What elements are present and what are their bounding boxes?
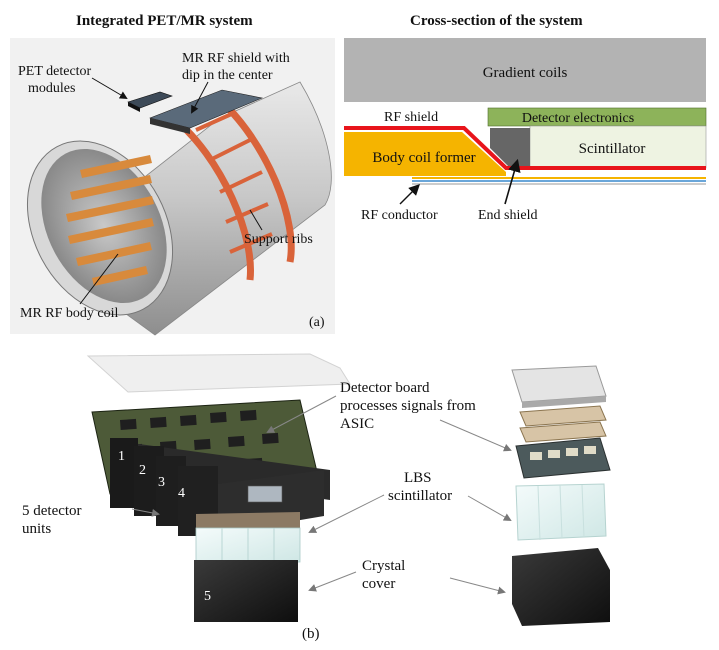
scintillator-label: Scintillator bbox=[579, 141, 646, 157]
exploded-cooling-plate bbox=[511, 365, 607, 403]
arrow-rf-shield bbox=[191, 81, 209, 114]
exploded-board-cells bbox=[530, 446, 596, 460]
label-lbs-1: LBS bbox=[404, 470, 432, 486]
body-coil-former-block bbox=[344, 132, 506, 176]
arrow-end-shield bbox=[504, 158, 521, 205]
unit-number-4: 4 bbox=[178, 486, 185, 501]
body-coil-rungs bbox=[66, 155, 154, 286]
panel-b-tag: (b) bbox=[302, 626, 320, 642]
gradient-coils-block bbox=[344, 38, 706, 102]
cross-section-diagram: Gradient coils Detector electronics Scin… bbox=[344, 38, 707, 223]
arrow-units bbox=[131, 508, 160, 517]
crystal-dividers bbox=[221, 528, 275, 562]
arrow-crystal-left bbox=[308, 571, 357, 592]
panel-a-tag: (a) bbox=[309, 315, 325, 330]
rf-shield-ring bbox=[175, 99, 295, 281]
crystal-interface bbox=[196, 512, 300, 530]
unit-number-3: 3 bbox=[158, 475, 165, 490]
label-units-1: 5 detector bbox=[22, 503, 82, 519]
gradient-coils-label: Gradient coils bbox=[483, 65, 568, 81]
rf-shield-label: RF shield bbox=[384, 110, 438, 125]
label-rf-shield-2: dip in the center bbox=[182, 68, 273, 83]
body-coil-former-label: Body coil former bbox=[372, 150, 475, 166]
label-crystal-2: cover bbox=[362, 576, 395, 592]
unit-block-1 bbox=[110, 438, 138, 508]
end-shield-block bbox=[490, 128, 530, 168]
label-pet-modules-2: modules bbox=[28, 81, 75, 96]
label-pet-modules-1: PET detector bbox=[18, 64, 92, 79]
arrow-detector-board-left bbox=[266, 395, 337, 433]
label-crystal-1: Crystal bbox=[362, 558, 405, 574]
cylinder-bore bbox=[41, 148, 167, 304]
unit-number-1: 1 bbox=[118, 449, 125, 464]
scintillator-block bbox=[529, 125, 707, 169]
label-support-ribs: Support ribs bbox=[244, 232, 313, 247]
exploded-frame bbox=[519, 405, 607, 427]
exploded-crystal-cover bbox=[512, 548, 610, 626]
board-connector bbox=[247, 485, 283, 503]
label-units-2: units bbox=[22, 521, 51, 537]
exploded-crystal-dividers bbox=[537, 484, 585, 541]
rf-shield-line bbox=[344, 126, 706, 170]
arrow-rf-conductor bbox=[399, 184, 420, 205]
panel-a-title-right: Cross-section of the system bbox=[410, 13, 583, 29]
arrow-lbs-right bbox=[467, 495, 512, 521]
label-body-coil: MR RF body coil bbox=[20, 306, 119, 321]
arrow-detector-board-right bbox=[439, 419, 512, 452]
crystal-cover bbox=[194, 560, 298, 622]
arrow-support-ribs bbox=[249, 209, 263, 231]
detector-electronics-label: Detector electronics bbox=[522, 111, 634, 126]
label-detector-board-3: ASIC bbox=[340, 416, 374, 432]
arrow-crystal-right bbox=[449, 577, 506, 595]
label-detector-board-1: Detector board bbox=[340, 380, 430, 396]
arrow-pet-modules bbox=[91, 77, 128, 100]
label-rf-shield-1: MR RF shield with bbox=[182, 51, 290, 66]
panel-a-title-left: Integrated PET/MR system bbox=[76, 13, 253, 29]
rf-conductor-label: RF conductor bbox=[361, 208, 438, 223]
end-shield-label: End shield bbox=[478, 208, 538, 223]
label-detector-board-2: processes signals from bbox=[340, 398, 476, 414]
label-lbs-2: scintillator bbox=[388, 488, 452, 504]
cooling-plate bbox=[86, 353, 351, 393]
pet-mr-illustration bbox=[10, 38, 335, 336]
arrow-body-coil bbox=[79, 253, 119, 305]
unit-number-2: 2 bbox=[139, 463, 146, 478]
detector-module-assembled: 1 2 3 4 5 bbox=[86, 353, 351, 622]
unit-number-5: 5 bbox=[204, 589, 211, 604]
arrow-lbs-left bbox=[308, 494, 385, 533]
pet-modules-strip bbox=[149, 89, 264, 134]
detector-module-exploded bbox=[511, 365, 611, 626]
